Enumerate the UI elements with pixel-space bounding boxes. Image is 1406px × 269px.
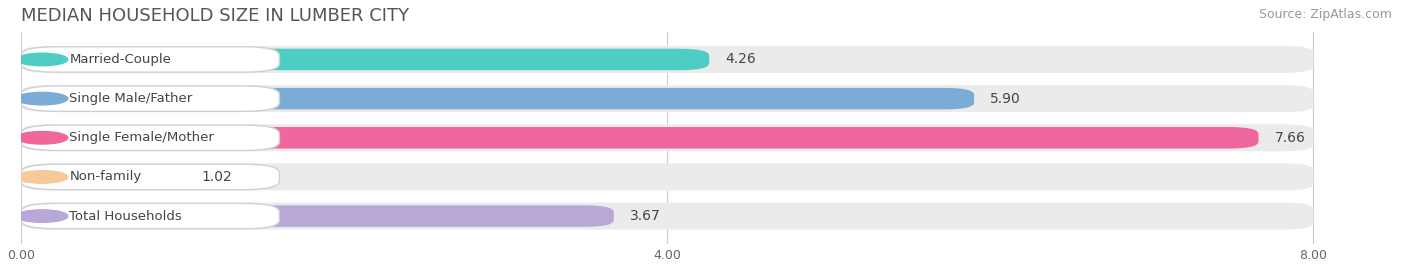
Text: Non-family: Non-family (69, 171, 142, 183)
Text: Single Male/Father: Single Male/Father (69, 92, 193, 105)
Text: 3.67: 3.67 (630, 209, 661, 223)
FancyBboxPatch shape (21, 46, 1313, 73)
FancyBboxPatch shape (21, 47, 280, 72)
Text: Source: ZipAtlas.com: Source: ZipAtlas.com (1258, 8, 1392, 21)
Circle shape (15, 171, 67, 183)
FancyBboxPatch shape (21, 125, 280, 150)
Text: MEDIAN HOUSEHOLD SIZE IN LUMBER CITY: MEDIAN HOUSEHOLD SIZE IN LUMBER CITY (21, 7, 409, 25)
FancyBboxPatch shape (21, 49, 709, 70)
FancyBboxPatch shape (21, 203, 1313, 230)
FancyBboxPatch shape (21, 203, 280, 229)
Text: 5.90: 5.90 (990, 92, 1021, 106)
FancyBboxPatch shape (21, 124, 1313, 151)
Text: 1.02: 1.02 (202, 170, 232, 184)
Text: Married-Couple: Married-Couple (69, 53, 172, 66)
Circle shape (15, 132, 67, 144)
FancyBboxPatch shape (21, 85, 1313, 112)
Circle shape (15, 210, 67, 222)
Text: Single Female/Mother: Single Female/Mother (69, 131, 214, 144)
Circle shape (15, 92, 67, 105)
Circle shape (15, 53, 67, 66)
FancyBboxPatch shape (21, 88, 974, 109)
Text: 4.26: 4.26 (725, 52, 756, 66)
Text: Total Households: Total Households (69, 210, 183, 222)
FancyBboxPatch shape (21, 164, 1313, 190)
FancyBboxPatch shape (21, 164, 280, 190)
Text: 7.66: 7.66 (1275, 131, 1306, 145)
FancyBboxPatch shape (21, 86, 280, 111)
FancyBboxPatch shape (21, 205, 614, 227)
FancyBboxPatch shape (21, 166, 186, 188)
FancyBboxPatch shape (21, 127, 1258, 148)
